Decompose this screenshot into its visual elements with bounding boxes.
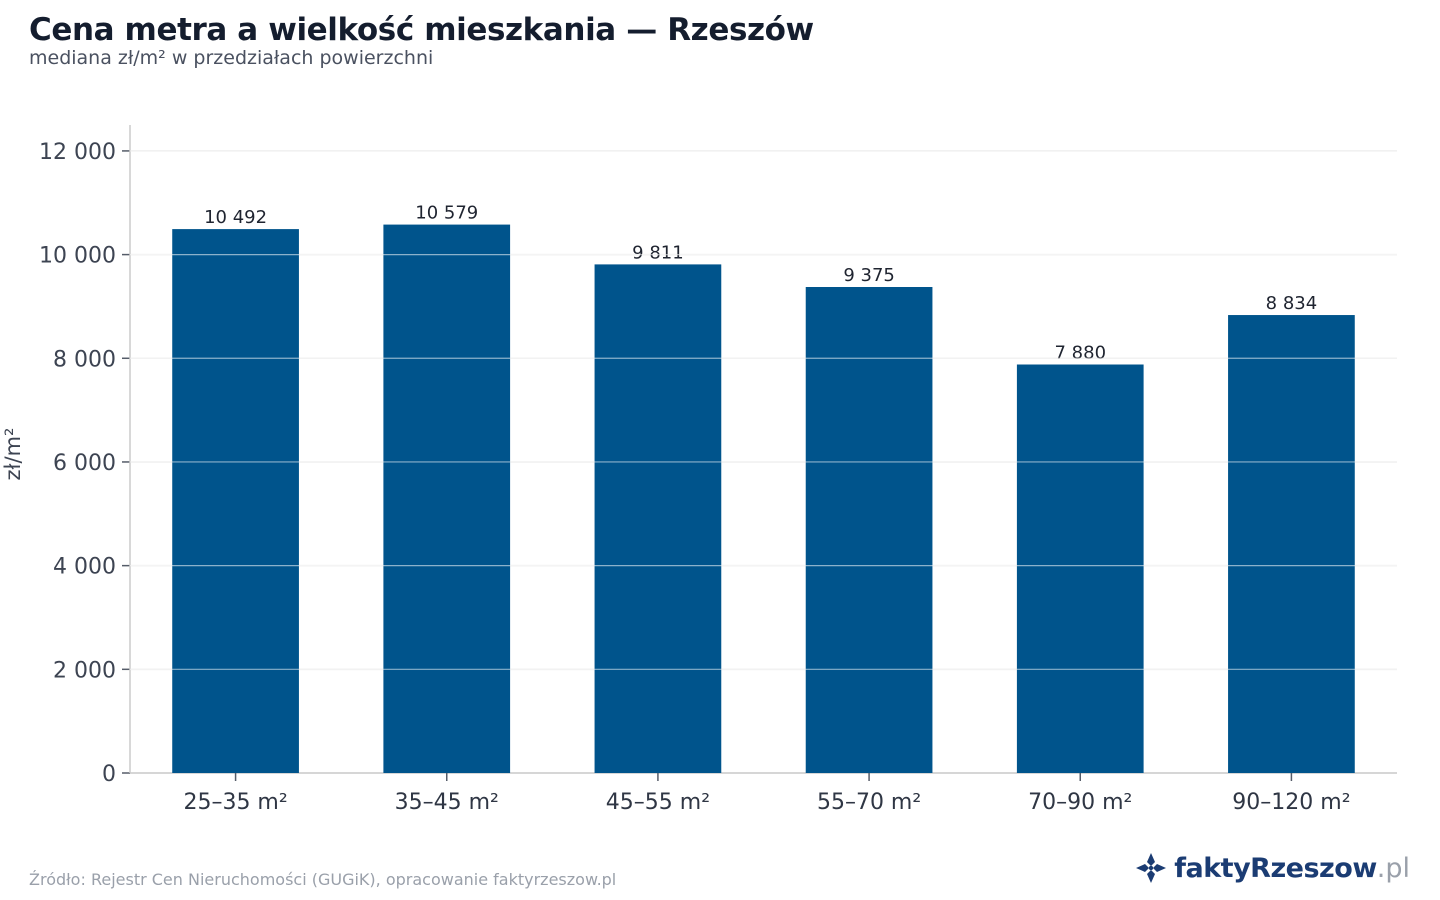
bar-value-label: 9 811 [632,242,684,263]
y-tick-label: 12 000 [39,140,116,165]
source-note: Źródło: Rejestr Cen Nieruchomości (GUGiK… [29,870,617,889]
x-tick-label: 45–55 m² [606,790,710,815]
bar [594,264,722,773]
y-tick-label: 8 000 [53,347,116,372]
cross-icon [1136,853,1167,883]
x-tick-label: 55–70 m² [817,790,921,815]
bar [805,287,933,773]
x-tick-label: 70–90 m² [1028,790,1132,815]
bar [1016,364,1144,773]
y-tick-label: 2 000 [53,658,116,683]
bar [172,229,299,773]
bar-value-label: 10 492 [204,207,267,228]
brand-logo: faktyRzeszow .pl [1134,851,1410,885]
x-tick-label: 25–35 m² [183,790,287,815]
x-tick-label: 35–45 m² [395,790,499,815]
bar [383,224,511,773]
x-tick-label: 90–120 m² [1232,790,1350,815]
y-tick-label: 0 [102,762,116,787]
bar-value-label: 7 880 [1054,343,1106,364]
bar-value-label: 9 375 [843,265,895,286]
bar [1228,315,1355,773]
y-tick-label: 4 000 [53,555,116,580]
chart-title: Cena metra a wielkość mieszkania — Rzesz… [29,12,814,48]
brand-name: faktyRzeszow [1174,852,1377,884]
chart-subtitle: mediana zł/m² w przedziałach powierzchni [29,47,434,69]
y-tick-label: 10 000 [39,244,116,269]
y-tick-label: 6 000 [53,451,116,476]
bar-value-label: 8 834 [1266,293,1318,314]
bar-value-label: 10 579 [415,203,478,224]
y-axis-label: zł/m² [1,428,25,481]
brand-tld: .pl [1376,852,1410,884]
